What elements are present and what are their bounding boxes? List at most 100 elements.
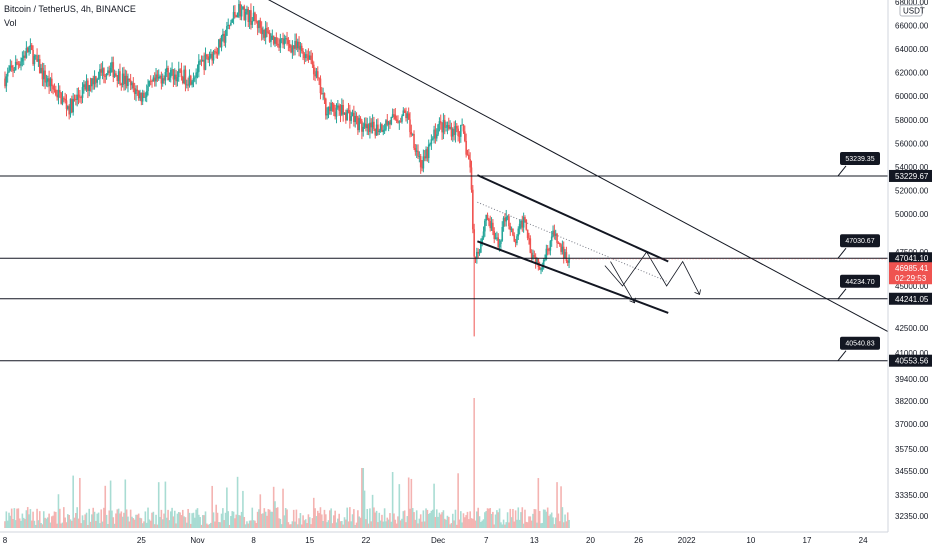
volume-bar bbox=[105, 514, 108, 528]
candle-body bbox=[188, 75, 191, 86]
candle-body bbox=[26, 47, 29, 53]
level-axis-badge[interactable] bbox=[889, 252, 932, 265]
volume-bar bbox=[465, 515, 467, 528]
volume-bar bbox=[537, 478, 540, 528]
drawings[interactable] bbox=[262, 0, 904, 341]
long-trendline[interactable] bbox=[262, 0, 904, 341]
level-axis-badge[interactable] bbox=[889, 354, 932, 367]
candle-body bbox=[52, 85, 54, 90]
candle-body bbox=[357, 117, 359, 131]
volume-bar bbox=[362, 468, 365, 528]
volume-bar bbox=[532, 513, 534, 528]
candle-body bbox=[489, 221, 492, 229]
candle-body bbox=[255, 20, 258, 22]
volume-bar bbox=[498, 508, 501, 528]
volume-bar bbox=[501, 524, 504, 528]
candle-body bbox=[510, 228, 513, 230]
candle-body bbox=[298, 41, 300, 50]
candle-body bbox=[497, 237, 500, 248]
candle-body bbox=[405, 112, 407, 119]
volume-bar bbox=[189, 523, 192, 528]
candle-body bbox=[222, 33, 224, 37]
candle-body bbox=[342, 104, 344, 115]
projection-path[interactable] bbox=[604, 251, 700, 295]
candle-body bbox=[548, 250, 550, 252]
level-flag[interactable] bbox=[840, 336, 880, 350]
volume-bar bbox=[107, 524, 109, 528]
volume-bar bbox=[278, 518, 280, 528]
candle-body bbox=[486, 214, 489, 220]
level-flag-pointer bbox=[837, 165, 847, 177]
candle-body bbox=[41, 67, 44, 80]
candle-body bbox=[17, 63, 20, 65]
volume-bar bbox=[435, 509, 438, 528]
candle-body bbox=[119, 71, 121, 85]
volume-bar bbox=[248, 520, 251, 528]
current-price-badge[interactable] bbox=[889, 262, 932, 285]
volume-bar bbox=[63, 507, 65, 528]
volume-bar bbox=[371, 494, 374, 528]
candle-body bbox=[390, 116, 393, 125]
candle-body bbox=[191, 81, 193, 85]
candle-body bbox=[227, 24, 230, 27]
projection-alt-path[interactable] bbox=[610, 261, 635, 304]
price-tick-label: 39400.00 bbox=[895, 375, 929, 384]
candle-body bbox=[199, 60, 201, 62]
volume-bar bbox=[258, 509, 260, 528]
volume-bar bbox=[128, 521, 131, 528]
volume-bar bbox=[304, 519, 307, 528]
candle-body bbox=[156, 74, 159, 79]
candle-body bbox=[185, 84, 188, 86]
candle-body bbox=[6, 72, 9, 77]
volume-bar bbox=[407, 477, 410, 528]
candle-body bbox=[101, 68, 104, 73]
time-axis[interactable]: 8 25 Nov 8 15 22 Dec 7 13 20 26 2022 10 17 24 bbox=[0, 531, 888, 545]
candle-body bbox=[549, 241, 552, 251]
volume-bar bbox=[525, 521, 528, 528]
volume-bar bbox=[315, 516, 318, 528]
level-flag[interactable] bbox=[840, 151, 880, 165]
candle-body bbox=[411, 134, 414, 135]
volume-bar bbox=[394, 519, 397, 528]
channel-line[interactable] bbox=[477, 240, 669, 314]
volume-bar bbox=[355, 522, 358, 528]
volume-bar bbox=[461, 522, 463, 528]
price-axis[interactable]: 68000.00 66000.00 64000.00 62000.00 60000.00… bbox=[887, 0, 932, 532]
candle-body bbox=[164, 71, 167, 81]
candle-body bbox=[415, 150, 418, 152]
volume-bar bbox=[135, 514, 137, 528]
candle-body bbox=[295, 41, 298, 49]
candle-body bbox=[446, 125, 449, 128]
volume-bar bbox=[10, 508, 13, 528]
volume-bar bbox=[476, 511, 478, 528]
horizontal-levels[interactable]: 53239.35 47030.67 44234.70 40540.83 bbox=[0, 151, 888, 362]
candle-body bbox=[171, 69, 173, 71]
volume-bar bbox=[311, 518, 314, 528]
price-tick-label: 66000.00 bbox=[895, 22, 929, 31]
volume-bar bbox=[446, 515, 449, 528]
candle-body bbox=[12, 67, 14, 71]
level-axis-badge[interactable] bbox=[889, 169, 932, 182]
level-flag[interactable] bbox=[840, 274, 880, 288]
volume-bar bbox=[108, 510, 111, 528]
candle-body bbox=[556, 233, 558, 243]
date-tick-label: 13 bbox=[530, 536, 539, 545]
channel-line[interactable] bbox=[476, 174, 669, 263]
volume-bar bbox=[68, 514, 70, 528]
candle-body bbox=[210, 53, 212, 58]
volume-bar bbox=[77, 518, 80, 528]
candle-body bbox=[60, 92, 62, 104]
level-axis-badge[interactable] bbox=[889, 292, 932, 305]
volume-bar bbox=[405, 522, 407, 528]
volume-bar bbox=[506, 512, 509, 528]
candle-body bbox=[196, 71, 199, 73]
candle-body bbox=[403, 110, 406, 113]
currency-badge[interactable] bbox=[899, 4, 923, 17]
volume-bar bbox=[331, 523, 334, 528]
volume-bar bbox=[550, 512, 553, 528]
level-flag-label: 47030.67 bbox=[845, 238, 874, 245]
candle-body bbox=[513, 235, 516, 242]
volume-bar bbox=[451, 513, 454, 528]
level-flag[interactable] bbox=[840, 234, 880, 248]
